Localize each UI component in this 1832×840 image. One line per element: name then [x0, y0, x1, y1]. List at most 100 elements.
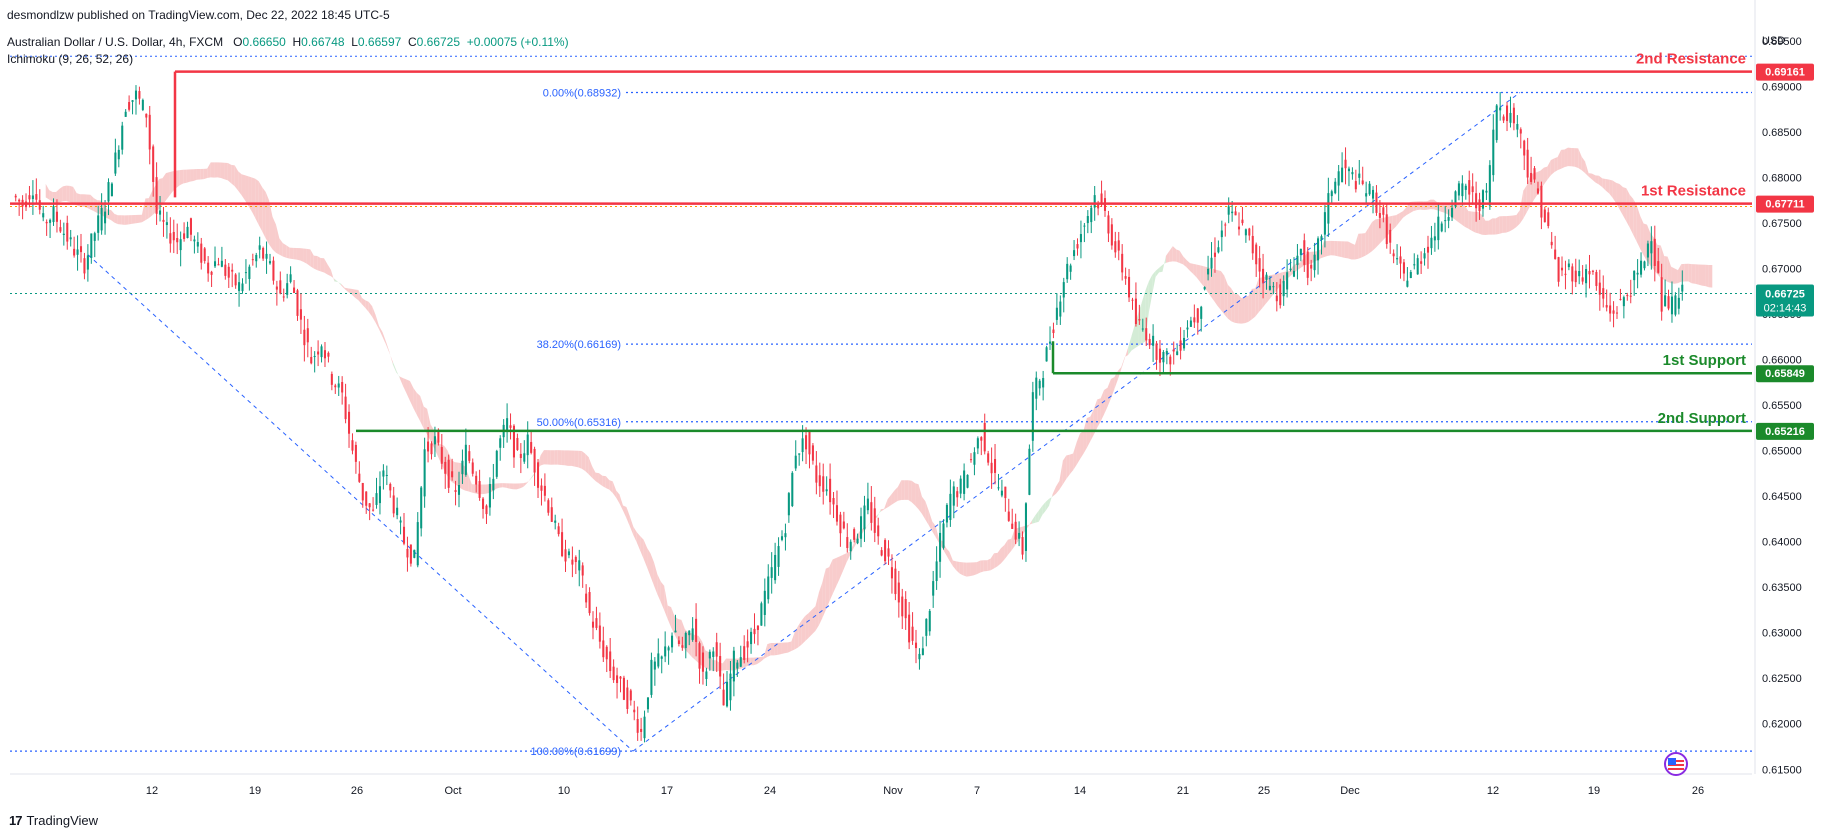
cloud-segment: [1626, 188, 1630, 228]
cloud-segment: [131, 215, 136, 224]
cloud-segment: [217, 162, 221, 179]
cloud-segment: [1495, 216, 1500, 235]
candle-body: [1299, 248, 1302, 255]
candle-body: [286, 283, 289, 295]
cloud-segment: [203, 168, 208, 180]
candle-body: [949, 493, 952, 520]
candle-body: [1430, 237, 1433, 249]
candle-body: [1100, 193, 1103, 204]
cloud-segment: [1433, 199, 1438, 211]
cloud-segment: [592, 466, 596, 482]
candle-body: [86, 255, 89, 270]
candle-body: [1574, 270, 1577, 283]
candle-body: [567, 551, 570, 556]
cloud-segment: [1554, 156, 1558, 173]
candle-body: [210, 271, 213, 275]
candle-body: [1224, 224, 1227, 226]
cloud-segment: [1038, 505, 1043, 522]
candle-body: [963, 470, 966, 494]
candle-body: [725, 681, 729, 707]
level-price-tag: [1756, 195, 1814, 213]
cloud-segment: [1141, 290, 1146, 344]
cloud-segment: [842, 553, 847, 572]
cloud-segment: [526, 479, 531, 484]
cloud-segment: [313, 255, 318, 271]
cloud-segment: [994, 552, 998, 569]
support-resistance-levels[interactable]: 2nd Resistance 0.69161 1st Resistance 0.677…: [10, 51, 1814, 440]
cloud-segment: [949, 551, 953, 567]
candle-body: [358, 473, 361, 482]
candle-body: [1320, 236, 1323, 241]
candle-body: [399, 520, 402, 523]
candle-body: [571, 559, 574, 565]
candle-body: [1121, 253, 1124, 273]
candle-body: [1069, 265, 1072, 272]
candle-body: [1657, 261, 1660, 273]
candle-body: [622, 677, 625, 700]
cloud-segment: [382, 332, 386, 345]
candle-body: [306, 328, 309, 343]
cloud-segment: [207, 162, 211, 178]
cloud-segment: [317, 255, 321, 272]
candle-body: [650, 659, 653, 695]
candle-body: [327, 352, 330, 357]
candle-body: [973, 452, 976, 465]
candle-body: [629, 690, 632, 701]
candle-body: [1643, 261, 1646, 269]
cloud-segment: [1251, 288, 1256, 320]
cloud-segment: [1454, 204, 1459, 222]
cloud-segment: [794, 625, 799, 650]
cloud-segment: [262, 187, 266, 239]
candle-body: [557, 526, 560, 535]
fibonacci-retracement[interactable]: 0.00%(0.68932) 38.20%(0.66169) 50.00%(0.65…: [10, 55, 1752, 758]
candle-body: [942, 523, 945, 548]
us-flag-icon[interactable]: [1663, 751, 1689, 777]
cloud-segment: [299, 248, 304, 262]
candle-body: [1323, 212, 1326, 235]
candle-body: [1516, 124, 1519, 130]
candle-body: [853, 529, 856, 540]
cloud-segment: [1234, 294, 1239, 324]
candle-body: [1636, 272, 1639, 275]
candle-body: [660, 656, 663, 659]
cloud-segment: [114, 213, 118, 225]
cloud-segment: [1461, 205, 1465, 227]
candle-body: [653, 661, 656, 670]
candle-body: [138, 91, 141, 99]
candle-body: [691, 628, 694, 640]
candle-body: [1550, 241, 1553, 246]
cloud-segment: [839, 554, 843, 580]
candle-body: [859, 516, 863, 539]
cloud-segment: [193, 168, 197, 182]
cloud-segment: [1097, 398, 1101, 428]
cloud-segment: [1045, 498, 1050, 511]
candle-body: [52, 206, 55, 223]
candle-body: [183, 233, 186, 239]
cloud-segment: [324, 258, 328, 275]
tradingview-logo-icon: 17: [9, 813, 23, 828]
indicator-legend[interactable]: Ichimoku (9, 26, 52, 26): [7, 52, 134, 66]
cloud-segment: [1000, 545, 1005, 564]
cloud-segment: [45, 183, 50, 200]
cloud-segment: [1052, 486, 1056, 497]
candle-body: [1609, 305, 1612, 314]
candle-body: [293, 287, 296, 293]
candle-body: [499, 438, 502, 448]
cloud-segment: [485, 484, 489, 494]
candle-body: [509, 425, 512, 428]
candlestick-series[interactable]: [14, 85, 1684, 743]
candle-body: [674, 630, 677, 633]
cloud-segment: [365, 300, 369, 313]
x-tick-label: 24: [764, 785, 776, 797]
candle-body: [382, 470, 385, 477]
level-price-tag: [1756, 63, 1814, 81]
candle-body: [829, 478, 832, 503]
cloud-segment: [379, 326, 383, 337]
y-tick-label: 0.65000: [1762, 446, 1802, 458]
cloud-segment: [1396, 213, 1400, 227]
candle-body: [1591, 270, 1594, 272]
cloud-segment: [186, 169, 191, 183]
candle-body: [1141, 328, 1144, 330]
tradingview-footer[interactable]: 17 TradingView: [9, 813, 98, 828]
